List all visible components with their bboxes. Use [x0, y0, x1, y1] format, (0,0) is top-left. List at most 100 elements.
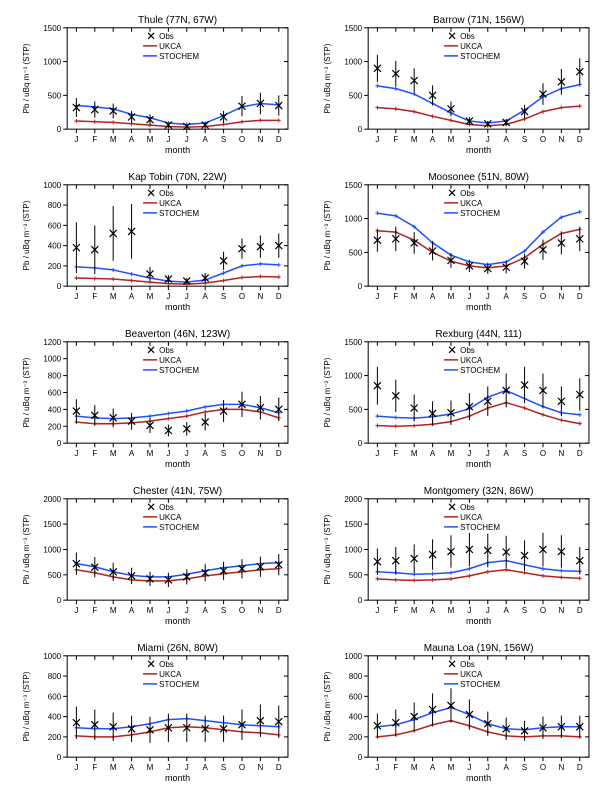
legend-obs-icon	[449, 661, 455, 667]
xtick-label: N	[257, 135, 263, 144]
xtick-label: O	[239, 135, 245, 144]
stochem-marker	[394, 87, 398, 91]
stochem-marker	[541, 567, 545, 571]
panel-title: Miami (26N, 80W)	[137, 643, 218, 654]
ukca-marker	[240, 120, 244, 124]
xtick-label: D	[577, 449, 583, 458]
xtick-label: J	[375, 292, 379, 301]
xtick-label: O	[540, 449, 546, 458]
legend-obs-label: Obs	[159, 189, 174, 198]
ytick-label: 1500	[344, 181, 362, 190]
x-axis-label: month	[466, 302, 491, 312]
xtick-label: J	[166, 606, 170, 615]
ytick-label: 0	[358, 125, 363, 134]
legend-obs-label: Obs	[460, 32, 475, 41]
x-axis-label: month	[466, 145, 491, 155]
chart-panel-1: Barrow (71N, 156W)050010001500JFMAMJJASO…	[316, 10, 597, 159]
ukca-marker	[412, 424, 416, 428]
ytick-label: 400	[48, 713, 62, 722]
y-axis-label: Pb / uBq m⁻³ (STP)	[22, 200, 31, 270]
xtick-label: J	[74, 135, 78, 144]
ukca-marker	[541, 574, 545, 578]
ukca-marker	[375, 424, 379, 428]
xtick-label: J	[74, 606, 78, 615]
xtick-label: N	[558, 763, 564, 772]
xtick-label: D	[276, 292, 282, 301]
xtick-label: J	[166, 135, 170, 144]
xtick-label: A	[430, 606, 436, 615]
xtick-label: F	[393, 449, 398, 458]
xtick-label: N	[558, 449, 564, 458]
chart-panel-3: Moosonee (51N, 80W)050010001500JFMAMJJAS…	[316, 167, 597, 316]
legend-stochem-label: STOCHEM	[159, 523, 199, 532]
ytick-label: 200	[48, 422, 62, 431]
legend-stochem-label: STOCHEM	[460, 209, 500, 218]
ukca-marker	[375, 106, 379, 110]
ukca-marker	[541, 413, 545, 417]
ytick-label: 800	[48, 201, 62, 210]
stochem-marker	[111, 268, 115, 272]
panel-svg: Thule (77N, 67W)050010001500JFMAMJJASOND…	[15, 10, 296, 159]
ytick-label: 0	[57, 753, 62, 762]
ukca-marker	[541, 110, 545, 114]
xtick-label: M	[448, 292, 455, 301]
xtick-label: N	[558, 135, 564, 144]
legend-ukca-label: UKCA	[159, 513, 182, 522]
x-axis-label: month	[165, 773, 190, 783]
ytick-label: 200	[48, 733, 62, 742]
x-axis-label: month	[165, 302, 190, 312]
xtick-label: S	[522, 135, 527, 144]
xtick-label: J	[375, 135, 379, 144]
ytick-label: 0	[358, 282, 363, 291]
ytick-label: 1000	[43, 545, 61, 554]
legend-stochem-label: STOCHEM	[159, 209, 199, 218]
legend-ukca-label: UKCA	[460, 356, 483, 365]
xtick-label: A	[430, 449, 436, 458]
ytick-label: 400	[48, 242, 62, 251]
xtick-label: D	[577, 763, 583, 772]
legend-obs-icon	[148, 661, 154, 667]
stochem-marker	[203, 405, 207, 409]
ukca-marker	[240, 276, 244, 280]
ukca-marker	[375, 577, 379, 581]
ytick-label: 600	[48, 692, 62, 701]
ukca-marker	[93, 120, 97, 124]
x-axis-label: month	[466, 616, 491, 626]
xtick-label: J	[166, 292, 170, 301]
x-axis-label: month	[165, 616, 190, 626]
xtick-label: O	[540, 292, 546, 301]
legend-stochem-label: STOCHEM	[460, 680, 500, 689]
ytick-label: 500	[349, 91, 363, 100]
xtick-label: J	[185, 292, 189, 301]
ukca-marker	[222, 279, 226, 283]
legend-obs-label: Obs	[460, 503, 475, 512]
ytick-label: 1000	[43, 58, 61, 67]
panel-title: Moosonee (51N, 80W)	[428, 172, 529, 183]
legend-obs-icon	[449, 190, 455, 196]
ytick-label: 1500	[344, 520, 362, 529]
legend-ukca-label: UKCA	[460, 199, 483, 208]
ukca-marker	[486, 570, 490, 574]
ukca-marker	[559, 418, 563, 422]
ukca-marker	[559, 106, 563, 110]
ytick-label: 2000	[43, 495, 61, 504]
stochem-marker	[222, 271, 226, 275]
y-axis-label: Pb / uBq m⁻³ (STP)	[22, 357, 31, 427]
ytick-label: 600	[48, 221, 62, 230]
xtick-label: J	[185, 763, 189, 772]
legend-obs-icon	[449, 347, 455, 353]
ukca-marker	[559, 575, 563, 579]
xtick-label: J	[467, 606, 471, 615]
chart-panel-2: Kap Tobin (70N, 22W)02004006008001000JFM…	[15, 167, 296, 316]
series-ukca	[377, 721, 579, 737]
xtick-label: M	[110, 763, 117, 772]
ytick-label: 400	[48, 405, 62, 414]
ukca-marker	[277, 118, 281, 122]
ytick-label: 1200	[43, 338, 61, 347]
xtick-label: A	[129, 449, 135, 458]
panel-svg: Miami (26N, 80W)02004006008001000JFMAMJJ…	[15, 638, 296, 787]
ytick-label: 1000	[344, 215, 362, 224]
xtick-label: A	[202, 763, 208, 772]
stochem-marker	[166, 412, 170, 416]
xtick-label: J	[486, 135, 490, 144]
